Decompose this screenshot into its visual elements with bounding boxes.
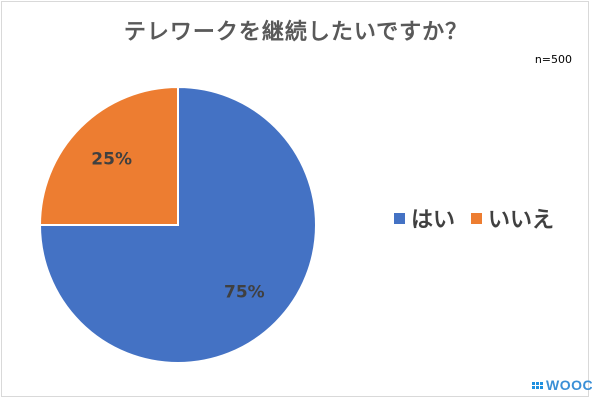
legend-swatch-yes xyxy=(394,212,405,224)
logo-icon xyxy=(532,381,543,389)
legend-swatch-no xyxy=(471,212,483,224)
sample-size-note: n=500 xyxy=(534,53,572,66)
wooc-logo: WOOC xyxy=(532,378,592,392)
data-label-yes: 75% xyxy=(224,282,265,302)
pie-slice-yes xyxy=(38,85,317,364)
legend-label-yes: はい xyxy=(411,208,456,233)
chart-legend: はい いいえ xyxy=(394,202,570,234)
legend-label-no: いいえ xyxy=(488,208,555,233)
data-label-no: 25% xyxy=(91,150,132,170)
logo-text: WOOC xyxy=(546,377,592,393)
pie-slice-no xyxy=(38,85,179,226)
legend-item-yes: はい xyxy=(394,202,455,234)
legend-item-no: いいえ xyxy=(471,202,554,234)
chart-title: テレワークを継続したいですか？ xyxy=(123,20,469,45)
